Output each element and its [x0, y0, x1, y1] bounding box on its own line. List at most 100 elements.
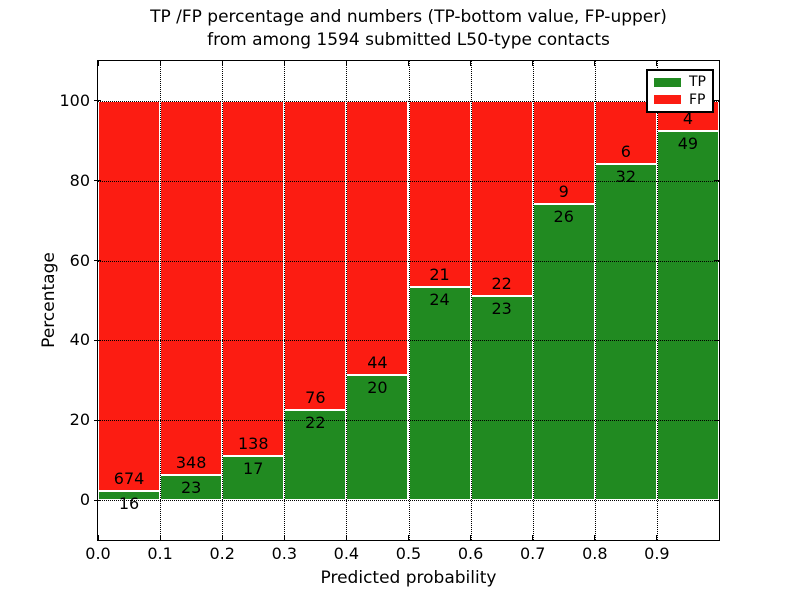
legend-swatch-fp: [654, 95, 681, 105]
x-tick-top: [408, 61, 409, 66]
x-tick-bottom: [594, 535, 596, 540]
fp-count-label: 21: [429, 265, 450, 285]
y-tick-label: 20: [69, 410, 90, 430]
tp-count-label: 17: [243, 459, 264, 479]
y-tick-label: 100: [59, 90, 90, 110]
plot-area: 674 16 348 23 138 17 76 22 44 20 21 24 22 23 9 26 6 32 4 49: [94, 60, 720, 541]
fp-count-label: 76: [305, 388, 326, 408]
y-tick-label: 0: [79, 490, 90, 510]
bar-segment-tp: [470, 296, 533, 501]
vertical-gridline: [532, 61, 534, 540]
bar-segment-tp: [408, 287, 471, 501]
fp-count-label: 6: [620, 141, 631, 161]
y-tick-label: 60: [69, 250, 90, 270]
y-tick-right: [714, 260, 719, 262]
bar-segment-tp: [160, 475, 223, 501]
x-tick-label: 0.8: [582, 544, 608, 563]
chart-title: TP /FP percentage and numbers (TP-bottom…: [98, 6, 719, 52]
tp-count-label: 23: [491, 299, 512, 319]
x-tick-top: [283, 61, 285, 66]
horizontal-gridline: [98, 180, 719, 182]
x-tick-label: 0.7: [519, 544, 546, 563]
fp-count-label: 348: [175, 453, 207, 473]
bar-segment-tp: [284, 410, 347, 501]
y-tick-left: [94, 260, 101, 262]
legend-entry-fp: FP: [648, 93, 712, 107]
vertical-gridline: [656, 61, 658, 540]
x-tick-label: 0.0: [85, 544, 111, 563]
x-tick-bottom: [97, 535, 99, 540]
chart-title-line1: TP /FP percentage and numbers (TP-bottom…: [150, 7, 667, 27]
legend-label-fp: FP: [689, 91, 706, 108]
chart-title-line2: from among 1594 submitted L50-type conta…: [207, 30, 610, 50]
bar-segment-fp: [284, 100, 347, 411]
horizontal-gridline: [98, 260, 719, 262]
tp-count-label: 16: [118, 493, 140, 513]
x-tick-label: 0.3: [271, 544, 298, 563]
y-tick-left: [94, 339, 101, 341]
legend-label-tp: TP: [689, 74, 706, 91]
bar-segment-fp: [408, 100, 471, 288]
x-tick-label: 0.5: [395, 544, 422, 563]
x-tick-label: 0.9: [644, 544, 670, 563]
y-tick-right: [714, 100, 719, 102]
tp-count-label: 22: [305, 413, 326, 433]
vertical-gridline: [346, 61, 348, 540]
x-tick-top: [594, 61, 596, 66]
fp-count-label: 138: [237, 434, 269, 454]
y-tick-left: [94, 419, 101, 421]
vertical-gridline: [222, 61, 224, 540]
bar-segment-fp: [470, 100, 533, 297]
y-tick-label: 80: [69, 170, 90, 190]
x-tick-label: 0.6: [457, 544, 484, 563]
bar-segment-tp: [98, 490, 161, 501]
x-tick-bottom: [283, 535, 285, 540]
vertical-gridline: [160, 61, 162, 540]
vertical-gridline: [470, 61, 472, 540]
y-tick-right: [714, 339, 719, 341]
y-tick-left: [94, 180, 101, 182]
horizontal-gridline: [98, 420, 719, 422]
x-tick-bottom: [532, 535, 534, 540]
x-tick-bottom: [159, 535, 161, 540]
legend-swatch-tp: [654, 77, 681, 87]
x-tick-top: [532, 61, 534, 66]
x-tick-label: 0.4: [333, 544, 360, 563]
x-tick-label: 0.1: [147, 544, 173, 563]
tp-count-label: 49: [677, 134, 699, 154]
fp-count-label: 674: [113, 468, 145, 488]
bar-segment-tp: [594, 163, 657, 501]
x-tick-label: 0.2: [209, 544, 235, 563]
horizontal-gridline: [98, 340, 719, 342]
tp-count-label: 26: [553, 206, 574, 226]
bar-segment-fp: [346, 100, 409, 376]
fp-count-label: 9: [558, 181, 569, 201]
horizontal-gridline: [98, 100, 719, 102]
x-tick-bottom: [345, 535, 347, 540]
fp-count-label: 44: [367, 353, 388, 373]
x-tick-bottom: [221, 535, 223, 540]
x-tick-bottom: [408, 535, 409, 540]
fp-count-label: 4: [682, 109, 694, 129]
bar-segment-fp: [160, 100, 223, 476]
x-tick-bottom: [470, 535, 472, 540]
bar-segment-fp: [98, 100, 161, 491]
y-tick-right: [714, 499, 719, 501]
x-tick-top: [97, 61, 99, 66]
x-tick-top: [470, 61, 472, 66]
tp-count-label: 23: [180, 478, 202, 498]
y-tick-right: [714, 419, 719, 421]
vertical-gridline: [594, 61, 596, 540]
y-tick-right: [714, 180, 719, 182]
vertical-gridline: [284, 61, 286, 540]
tp-count-label: 24: [429, 290, 450, 310]
bar-segment-tp: [532, 203, 595, 501]
y-tick-left: [94, 100, 101, 102]
bar-segment-tp: [656, 131, 719, 501]
horizontal-gridline: [98, 500, 719, 502]
vertical-gridline: [408, 61, 410, 540]
x-tick-top: [656, 61, 658, 66]
legend: TP FP: [646, 69, 714, 113]
bar-segment-fp: [222, 100, 285, 457]
